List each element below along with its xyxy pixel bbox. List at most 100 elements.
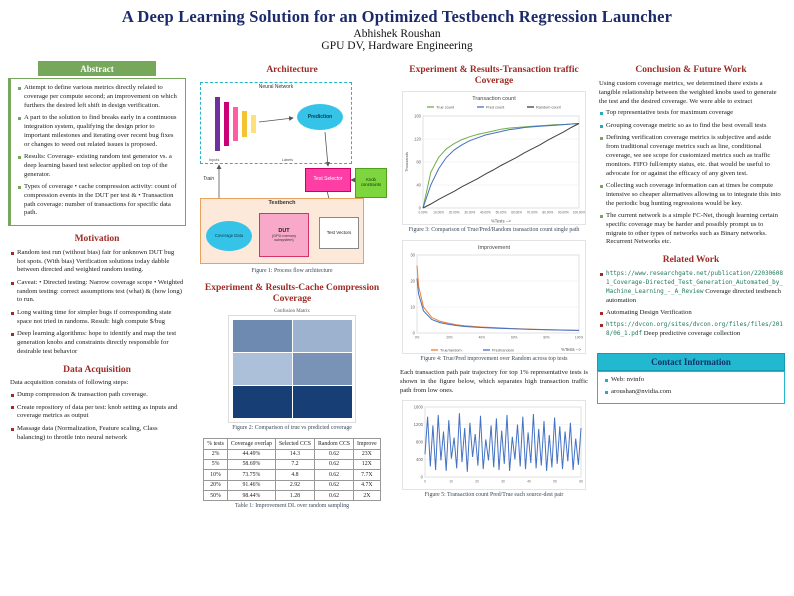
nn-layer-icon [242,110,247,137]
transaction-coverage-heading: Experiment & Results-Transaction traffic… [409,65,579,86]
related-work-text: Coverage directed testbench automation [606,287,781,304]
improvement-chart: 0 10 20 30 0% 20% 40% 60% 80% 100% Improvement %Tes… [402,240,586,355]
prediction-node: Prediction [297,103,343,130]
list-item: Create repository of data per test: knob… [10,404,184,422]
figure-caption: Figure 5: Transaction count Pred/True ea… [424,491,564,498]
table-cell: 0.62 [313,479,355,492]
confusion-matrix-title: Confusion Matrix [274,309,310,314]
table-cell: 20% [203,479,228,492]
neural-network-box: Neural Network Inputs Labels [200,81,352,164]
svg-text:%Tests -->: %Tests --> [561,347,581,352]
contact-web: Web: nvinfo [604,376,778,385]
table-cell: 91.46% [226,479,276,492]
svg-text:30.00%: 30.00% [464,210,475,214]
dut-label: DUT [278,227,290,234]
column-3: Experiment & Results-Transaction traffic… [398,57,590,505]
list-item: Top representative tests for maximum cov… [599,109,783,118]
svg-text:10.00%: 10.00% [433,210,444,214]
table-row: 5% 58.69% 7.2 0.62 12X [203,458,381,471]
dut-box: DUT (GPU memory subsystem) [259,212,309,257]
table-cell: 4.7X [353,479,381,492]
svg-text:10: 10 [410,305,415,310]
svg-text:0: 0 [419,205,422,210]
svg-text:100%: 100% [575,336,583,340]
svg-text:160: 160 [414,113,422,118]
related-work-text: Automating Design Verification [606,309,692,317]
table-header-cell: Improve [353,438,381,450]
table-cell: 0.62 [313,490,355,502]
table-row: 2% 44.49% 14.3 0.62 23X [203,448,381,461]
svg-text:True/random: True/random [440,349,462,353]
svg-text:True count: True count [436,105,455,109]
nn-io-labels: Inputs Labels [209,158,293,162]
table-cell: 50% [203,490,228,502]
svg-text:1200: 1200 [414,422,424,427]
svg-text:400: 400 [416,457,424,462]
poster-header: A Deep Learning Solution for an Optimize… [0,0,794,54]
table-cell: 58.69% [226,458,276,471]
svg-text:60: 60 [579,479,583,483]
contact-heading: Contact Information [597,353,785,372]
svg-text:Transaction count: Transaction count [472,96,516,102]
cache-coverage-heading: Experiment & Results-Cache Compression C… [204,283,380,305]
table-cell: 12X [353,458,381,471]
list-item: Collecting such coverage information can… [599,182,783,209]
coverage-data-node: Coverage Data [206,220,252,251]
data-acquisition-intro: Data acquisition consists of following s… [10,379,129,387]
table-cell: 7.7X [353,469,381,481]
neural-network-label: Neural Network [258,83,294,90]
source-dest-pair-chart: 0 400 800 1200 1600 0 10 20 30 40 50 60 [402,399,586,490]
svg-text:80.00%: 80.00% [542,210,553,214]
table-cell: 0.62 [313,469,355,481]
nn-layer-icon [233,106,238,141]
table-cell: 4.8 [274,469,315,481]
knob-constraints-box: Knob constraints [355,167,387,198]
related-work-section: Related Work https://www.researchgate.ne… [597,255,785,339]
svg-text:20%: 20% [446,336,453,340]
transaction-coverage-section: Experiment & Results-Transaction traffic… [398,65,590,499]
svg-text:50.00%: 50.00% [496,210,507,214]
poster-affiliation: GPU DV, Hardware Engineering [321,40,473,52]
svg-text:90.00%: 90.00% [558,210,569,214]
column-2: Architecture [193,57,391,517]
svg-text:20.00%: 20.00% [449,210,460,214]
nn-layer-icon [251,114,256,133]
list-item: Attempt to define various metrics direct… [17,84,179,111]
table-header-row: % tests Coverage overlap Selected CCS Ra… [203,438,381,450]
svg-text:40%: 40% [479,336,486,340]
list-item: A part to the solution to find breaks ea… [17,114,179,149]
nn-layer-icon [224,101,229,146]
list-item: Defining verification coverage metrics i… [599,134,783,178]
table-cell: 7.2 [274,458,315,471]
svg-text:Pred/random: Pred/random [492,349,514,353]
svg-text:0.00%: 0.00% [418,210,427,214]
related-work-text: Deep predictive coverage collection [643,330,741,338]
table-cell: 5% [203,458,228,471]
table-cell: 0.62 [313,458,355,471]
list-item: The current network is a simple FC-Net, … [599,212,783,247]
related-work-link[interactable]: https://dvcon.org/sites/dvcon.org/files/… [606,321,784,338]
related-work-item: https://dvcon.org/sites/dvcon.org/files/… [599,321,783,339]
architecture-figure: Neural Network Inputs Labels [197,80,387,266]
table-cell: 2X [353,490,381,502]
confusion-matrix-heatmap [228,315,356,423]
related-work-link[interactable]: https://www.researchgate.net/publication… [606,270,784,295]
svg-text:0%: 0% [415,336,420,340]
svg-text:20: 20 [410,279,415,284]
data-acquisition-heading: Data Acquisition [63,364,131,375]
column-4: Conclusion & Future Work Using custom co… [597,57,785,404]
svg-text:0: 0 [413,331,416,336]
transaction-paragraph: Each transaction path pair trajectory fo… [400,369,588,394]
table-cell: 2.92 [274,479,315,492]
contact-email[interactable]: aroushan@nvidia.com [604,388,778,397]
motivation-section: Motivation Random test run (without bias… [8,234,186,357]
table-cell: 14.3 [274,448,315,461]
svg-text:60.00%: 60.00% [511,210,522,214]
svg-text:Thousands: Thousands [404,152,409,172]
column-1: Abstract Attempt to define various metri… [8,57,186,446]
labels-label: Labels [281,157,293,162]
table-cell: 2% [203,448,228,461]
list-item: Deep learning algorithms: hope to identi… [10,330,184,357]
abstract-section: Abstract Attempt to define various metri… [8,61,186,226]
